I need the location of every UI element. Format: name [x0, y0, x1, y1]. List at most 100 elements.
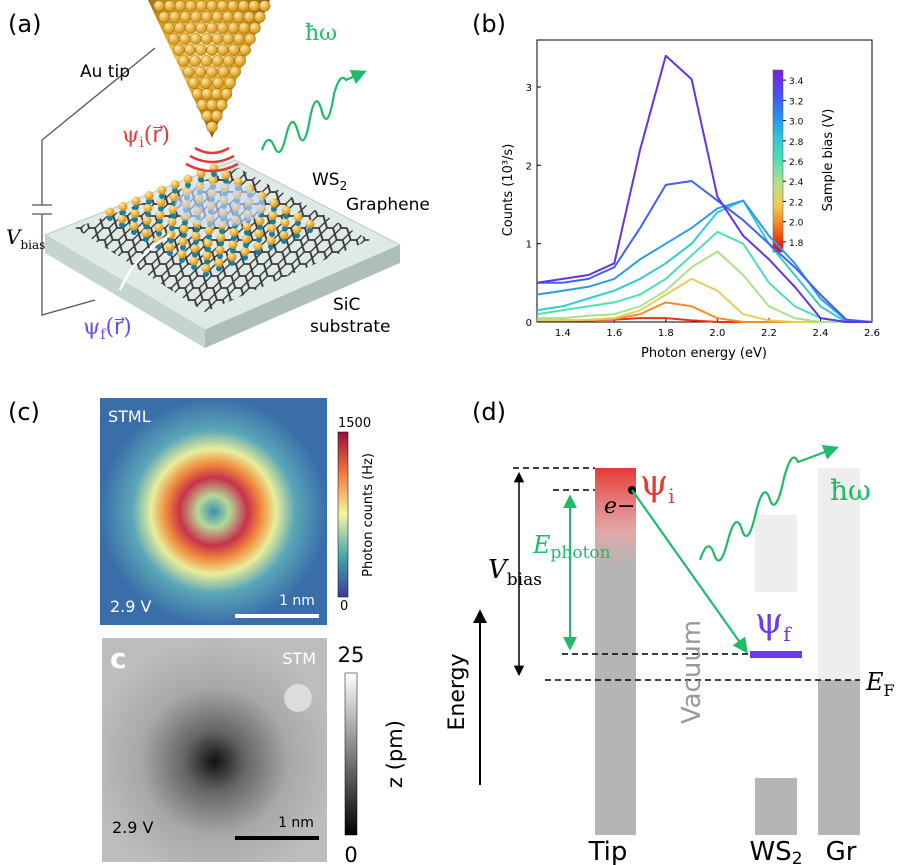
- atom: [142, 216, 152, 225]
- atom: [141, 228, 151, 238]
- atom: [191, 88, 204, 100]
- circuit: [32, 47, 156, 316]
- atom: [144, 223, 150, 230]
- subscript: 2: [792, 849, 803, 865]
- atom: [231, 235, 237, 241]
- symbol: ψ: [122, 123, 139, 148]
- atom: [169, 11, 181, 23]
- atom: [143, 236, 149, 242]
- atom: [153, 0, 165, 12]
- path-part: [185, 162, 239, 173]
- atom: [269, 231, 275, 237]
- atom: [191, 264, 197, 270]
- main: E: [865, 668, 884, 696]
- atom: [194, 226, 200, 233]
- atom: [279, 230, 289, 240]
- atom: [119, 222, 125, 228]
- main: WS: [749, 837, 791, 865]
- atom: [211, 55, 224, 67]
- atom: [293, 212, 303, 222]
- atom: [190, 244, 200, 253]
- vbias-label: Vbias: [488, 555, 542, 590]
- atom: [185, 0, 197, 12]
- atom: [211, 11, 224, 23]
- ws2-band: [755, 778, 797, 835]
- atom: [211, 88, 223, 100]
- ws2-label: WS2: [749, 837, 802, 865]
- argument: (r⃗): [144, 123, 170, 148]
- atom: [177, 249, 187, 259]
- atom: [156, 230, 162, 237]
- electron-label: e−: [604, 494, 635, 519]
- emission-arcs: [185, 146, 239, 173]
- atom: [180, 244, 186, 251]
- atom: [206, 66, 218, 78]
- atom: [282, 225, 288, 232]
- atom: [183, 174, 193, 184]
- atom: [232, 11, 245, 23]
- atom: [206, 0, 218, 12]
- scale-bar: [235, 614, 319, 618]
- image-title: STM: [282, 649, 316, 668]
- atom: [206, 99, 218, 111]
- tip-occupied: [595, 468, 636, 578]
- spectrum: [536, 230, 872, 323]
- atom: [217, 66, 230, 78]
- atom: [156, 198, 166, 207]
- atom: [200, 55, 213, 67]
- atom: [212, 77, 224, 89]
- atom: [164, 0, 176, 12]
- atom: [229, 227, 239, 237]
- atom: [234, 55, 246, 67]
- atom: [184, 44, 196, 56]
- corner-letter: c: [110, 642, 127, 675]
- atom: [243, 242, 249, 248]
- subscript: F: [884, 681, 895, 700]
- graphene-label: Graphene: [346, 195, 430, 215]
- atom: [206, 22, 218, 34]
- atom: [307, 227, 313, 233]
- atom: [242, 222, 252, 231]
- panel-label: (c): [8, 398, 40, 426]
- atom: [206, 233, 212, 240]
- atom: [248, 0, 260, 12]
- atom: [195, 44, 207, 56]
- atom: [179, 33, 191, 45]
- atom: [163, 22, 175, 34]
- y-tick-label: 2: [526, 161, 532, 172]
- ws2-label: WS2: [312, 170, 347, 193]
- atom: [253, 241, 263, 251]
- atom: [211, 171, 217, 177]
- atom: [198, 176, 204, 183]
- atom: [229, 260, 235, 266]
- atom: [211, 33, 224, 45]
- atom: [254, 11, 266, 23]
- atom: [167, 250, 173, 256]
- colorbar-min: 0: [344, 843, 357, 865]
- atom: [203, 271, 209, 277]
- atom: [222, 11, 234, 23]
- x-tick-label: 1.6: [606, 328, 622, 339]
- tip-atoms: [153, 0, 271, 133]
- atom: [224, 77, 236, 89]
- atom: [195, 22, 207, 34]
- symbol: ψ: [640, 463, 668, 504]
- atom: [169, 225, 175, 231]
- tip-label: Au tip: [80, 62, 130, 82]
- y-tick-label: 1: [526, 240, 532, 251]
- path-part: [189, 154, 235, 164]
- substrate-label: substrate: [310, 317, 390, 337]
- psi-f: ψf: [755, 601, 792, 646]
- atom: [192, 251, 198, 258]
- panel-d: (d) ψi e− ħω Ephoton Vbias ψf EF Energy …: [445, 398, 895, 865]
- atom: [215, 245, 225, 255]
- atom: [216, 265, 222, 272]
- atom: [170, 180, 180, 189]
- atom: [266, 236, 276, 245]
- atom: [167, 217, 177, 227]
- atom: [241, 234, 251, 244]
- scale-label: 1 nm: [279, 593, 315, 609]
- atom: [193, 239, 199, 245]
- atom: [222, 33, 235, 45]
